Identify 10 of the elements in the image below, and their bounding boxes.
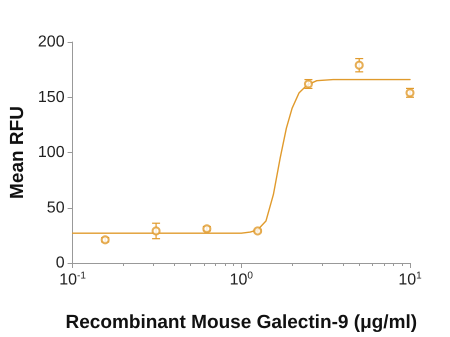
y-tick-label: 200 (38, 34, 65, 50)
y-tick-label: 100 (38, 144, 65, 161)
point (152, 226, 161, 236)
point (354, 60, 364, 70)
y-tick-label: 0 (56, 254, 65, 272)
point (253, 226, 262, 236)
y-tick-label: 50 (46, 199, 65, 216)
y-axis-title: Mean RFU (7, 106, 28, 199)
y-tick-label: 150 (38, 88, 65, 106)
x-axis-title: Recombinant Mouse Galectin-9 (μg/ml) (66, 312, 418, 333)
